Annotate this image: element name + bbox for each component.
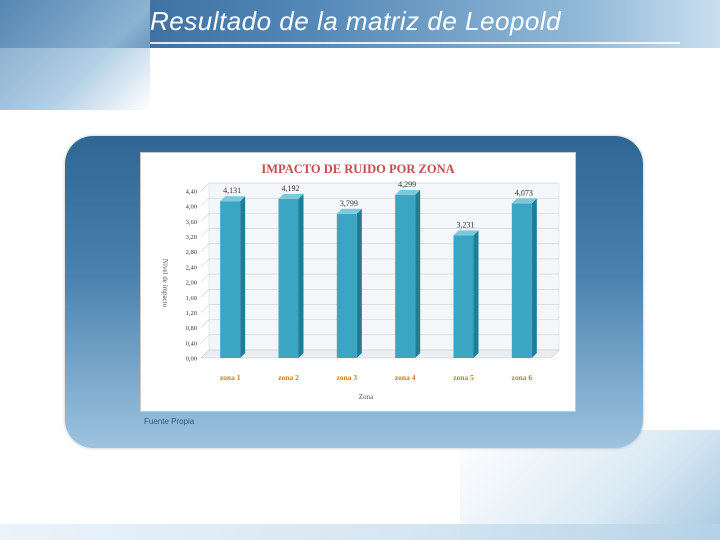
bar-1 [220, 196, 246, 358]
gridline-diagonal [200, 273, 210, 283]
bar-front [336, 213, 357, 358]
gridline-diagonal [200, 289, 210, 298]
bar-top [220, 196, 246, 202]
data-label: 4,192 [282, 184, 300, 193]
gridline-diagonal [200, 213, 210, 222]
bar-chart: IMPACTO DE RUIDO POR ZONA Nivel de impac… [161, 162, 560, 401]
bar-6 [511, 198, 537, 358]
bar-top [336, 208, 362, 214]
gridline-diagonal [200, 304, 210, 313]
x-tick-label: zona 1 [220, 373, 241, 382]
gridline-diagonal [200, 319, 210, 328]
x-tick-label: zona 2 [278, 373, 299, 382]
bar-5 [453, 230, 479, 358]
data-label: 4,073 [515, 188, 533, 197]
x-tick-label: zona 4 [395, 373, 416, 382]
chart-title: IMPACTO DE RUIDO POR ZONA [261, 162, 454, 176]
y-tick-label: 0,40 [186, 340, 197, 347]
bar-side [531, 198, 537, 358]
gridline-diagonal [200, 228, 210, 237]
y-tick-label: 0,00 [186, 356, 197, 363]
bar-top [278, 193, 304, 199]
bar-4 [395, 189, 421, 358]
x-axis-label: Zona [359, 393, 374, 401]
data-label: 4,299 [398, 180, 416, 189]
bar-side [473, 230, 479, 358]
decorative-bottom-corner [460, 430, 720, 540]
bar-front [395, 194, 416, 358]
chart-card: IMPACTO DE RUIDO POR ZONA Nivel de impac… [140, 152, 576, 412]
data-label: 3,799 [340, 199, 358, 208]
bar-side [298, 193, 304, 358]
y-axis-label: Nivel de impacto [161, 259, 169, 308]
title-underline [150, 42, 680, 44]
plot-floor [200, 349, 560, 359]
gridline-diagonal [200, 182, 210, 192]
y-tick-label: 3,20 [186, 234, 197, 241]
y-tick-label: 3,60 [186, 219, 197, 226]
source-note: Fuente Propia [144, 417, 195, 426]
y-tick-label: 4,00 [186, 204, 197, 211]
bar-side [415, 189, 421, 358]
bar-front [220, 201, 241, 358]
gridline-diagonal [200, 334, 210, 344]
y-tick-label: 2,00 [186, 280, 197, 287]
x-tick-label: zona 5 [453, 373, 474, 382]
y-tick-label: 2,80 [186, 249, 197, 256]
y-tick-label: 0,80 [186, 325, 197, 332]
x-tick-label: zona 3 [337, 373, 358, 382]
plot-back-wall [208, 182, 560, 351]
y-tick-label: 1,60 [186, 295, 197, 302]
bar-side [240, 196, 246, 358]
bar-front [511, 203, 532, 358]
gridline-diagonal [200, 243, 210, 252]
bar-front [278, 198, 299, 358]
bar-3 [336, 208, 362, 358]
decorative-corner [0, 0, 150, 110]
bar-front [453, 235, 474, 358]
data-label: 3,231 [457, 220, 475, 229]
y-tick-label: 2,40 [186, 264, 197, 271]
slide-title: Resultado de la matriz de Leopold [150, 6, 562, 36]
y-tick-label: 1,20 [186, 310, 197, 317]
gridline-diagonal [200, 197, 210, 207]
gridline-diagonal [200, 258, 210, 268]
x-tick-label: zona 6 [512, 373, 533, 382]
bar-side [356, 208, 362, 358]
decorative-bottom-strip [0, 524, 720, 540]
bar-top [395, 189, 421, 195]
bar-2 [278, 193, 304, 358]
y-tick-label: 4,40 [186, 189, 197, 196]
bar-top [511, 198, 537, 204]
bar-top [453, 230, 479, 236]
data-label: 4,131 [223, 186, 241, 195]
